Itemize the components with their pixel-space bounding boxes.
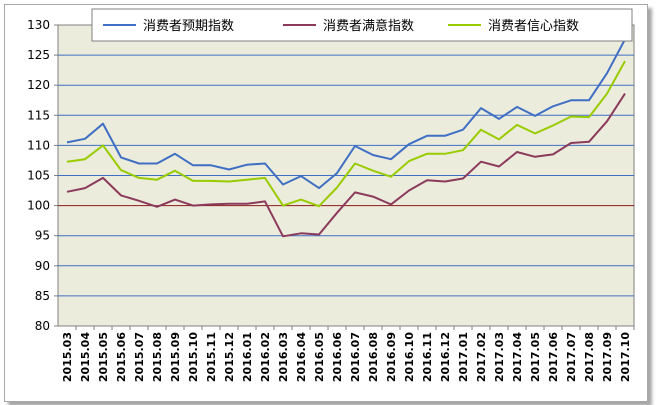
x-tick-label: 2016.09 [385,332,398,382]
y-axis: 80 85 90 95 100 105 110 115 120 125 130 [27,18,58,333]
x-tick-label: 2016.11 [421,332,434,382]
x-tick-label: 2017.04 [511,332,524,382]
x-tick-label: 2017.06 [547,332,560,382]
x-tick-label: 2017.09 [601,332,614,382]
x-tick-label: 2015.12 [223,332,236,382]
legend-box [91,8,633,42]
y-tick-label: 85 [35,289,50,303]
x-tick-label: 2016.06 [331,332,344,382]
x-tick-label: 2015.11 [205,332,218,382]
x-tick-label: 2017.05 [529,332,542,382]
y-tick-label: 80 [35,319,50,333]
x-tick-label: 2015.09 [169,332,182,382]
x-tick-label: 2016.05 [313,332,326,382]
x-tick-label: 2015.10 [187,332,200,382]
y-tick-label: 100 [27,199,50,213]
x-tick-label: 2015.03 [61,332,74,382]
x-tick-label: 2016.07 [349,332,362,382]
x-tick-label: 2016.02 [259,332,272,382]
x-tick-label: 2016.03 [277,332,290,382]
series-lines [66,38,626,238]
x-tick-label: 2017.02 [475,332,488,382]
y-tick-label: 130 [27,18,50,32]
x-tick-label: 2017.08 [583,332,596,382]
x-tick-label: 2015.08 [151,332,164,382]
series-line-1 [66,38,626,190]
y-tick-label: 110 [27,138,50,152]
x-tick-label: 2015.04 [79,332,92,382]
x-axis: 2015.03 2015.04 2015.05 2015.06 2015.07 2015.… [61,326,635,382]
x-tick-label: 2015.05 [97,332,110,382]
legend-label-2: 消费者满意指数 [323,18,414,34]
legend: 消费者预期指数 消费者满意指数 消费者信心指数 [91,8,633,42]
x-tick-label: 2017.01 [457,332,470,382]
x-tick-label: 2016.10 [403,332,416,382]
y-tick-label: 120 [27,78,50,92]
series-line-3 [66,60,626,208]
x-tick-label: 2016.08 [367,332,380,382]
x-tick-label: 2016.01 [241,332,254,382]
x-tick-label: 2015.06 [115,332,128,382]
legend-label-1: 消费者预期指数 [143,19,234,34]
series-line-2 [66,93,626,238]
x-tick-label: 2016.12 [439,332,452,382]
y-tick-label: 115 [27,108,50,122]
grid-lines [58,54,634,297]
y-tick-label: 105 [27,169,50,183]
x-tick-label: 2017.03 [493,332,506,382]
y-tick-label: 125 [27,48,50,62]
x-tick-label: 2015.07 [133,332,146,382]
legend-label-3: 消费者信心指数 [488,19,579,34]
x-tick-label: 2017.10 [619,332,632,382]
y-tick-label: 95 [35,229,50,243]
y-tick-label: 90 [35,259,50,273]
x-tick-label: 2016.04 [295,332,308,382]
x-tick-label: 2017.07 [565,332,578,382]
